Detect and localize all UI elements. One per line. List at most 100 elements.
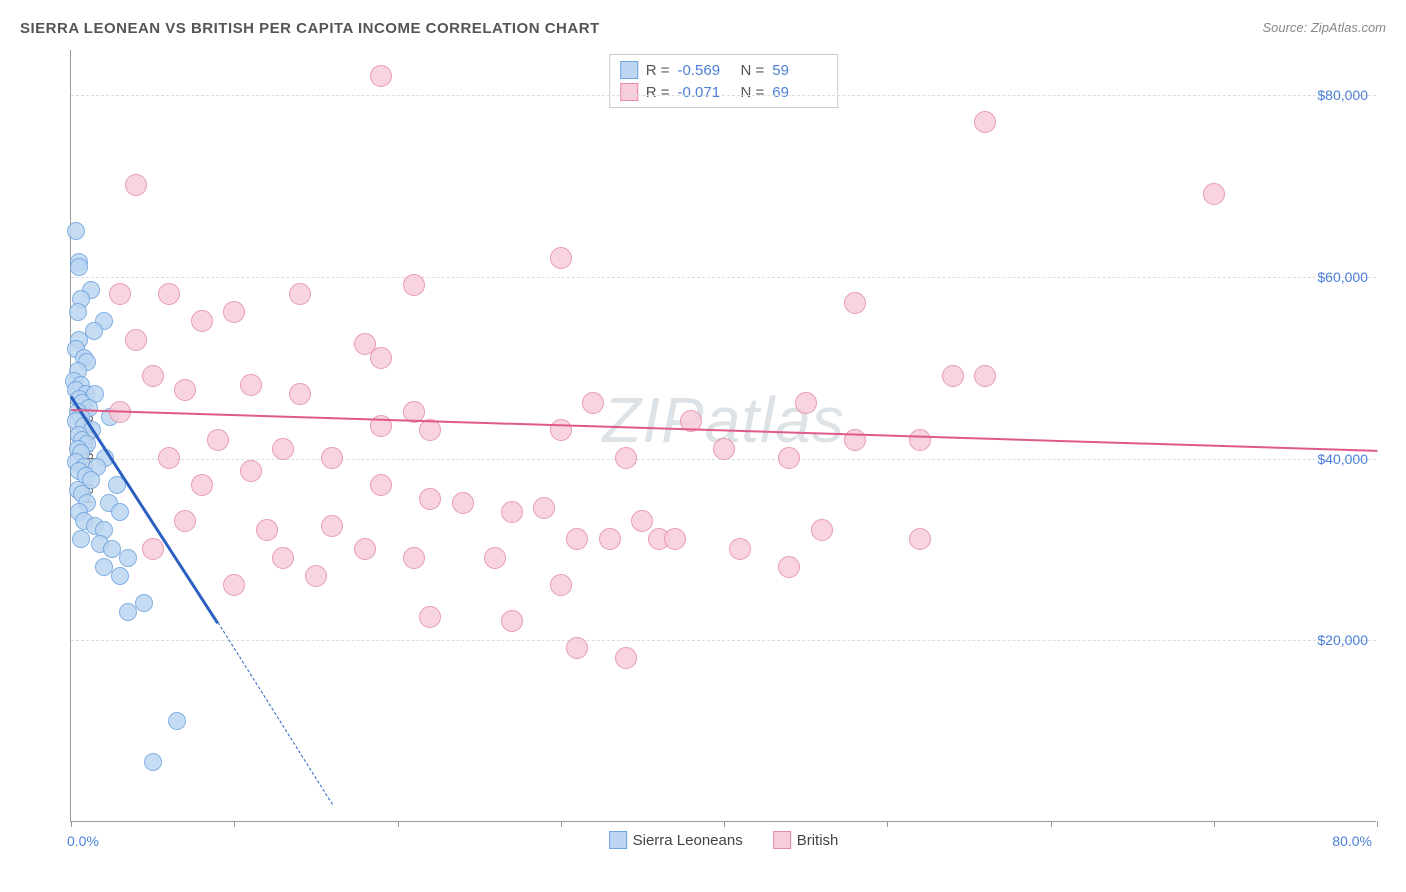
grid-line	[71, 640, 1376, 641]
scatter-point	[256, 519, 278, 541]
r-value: -0.071	[678, 84, 733, 101]
scatter-point	[72, 530, 90, 548]
scatter-point	[67, 222, 85, 240]
legend-stat-row: R = -0.071 N = 69	[620, 81, 828, 103]
legend-stat-row: R =-0.569N =59	[620, 59, 828, 81]
scatter-point	[615, 647, 637, 669]
source-label: Source: ZipAtlas.com	[1262, 20, 1386, 35]
scatter-point	[69, 303, 87, 321]
plot-area: ZIPatlas R =-0.569N =59R =-0.071N =69 0.…	[70, 50, 1376, 822]
x-tick-mark	[1377, 821, 1378, 827]
scatter-point	[289, 383, 311, 405]
scatter-point	[174, 379, 196, 401]
scatter-point	[778, 447, 800, 469]
y-tick-label: $20,000	[1317, 632, 1368, 648]
scatter-point	[909, 528, 931, 550]
scatter-point	[1203, 183, 1225, 205]
scatter-point	[403, 547, 425, 569]
x-tick-mark	[398, 821, 399, 827]
scatter-point	[191, 474, 213, 496]
y-tick-label: $80,000	[1317, 87, 1368, 103]
scatter-point	[272, 438, 294, 460]
scatter-point	[370, 347, 392, 369]
scatter-point	[566, 528, 588, 550]
legend-series-item: Sierra Leoneans	[609, 831, 743, 849]
scatter-point	[631, 510, 653, 532]
x-tick-mark	[234, 821, 235, 827]
scatter-point	[533, 497, 555, 519]
scatter-point	[125, 174, 147, 196]
r-label: R =	[646, 62, 670, 79]
scatter-point	[419, 488, 441, 510]
scatter-point	[240, 374, 262, 396]
scatter-point	[158, 447, 180, 469]
chart-title: SIERRA LEONEAN VS BRITISH PER CAPITA INC…	[20, 20, 1386, 37]
scatter-point	[974, 365, 996, 387]
y-tick-label: $40,000	[1317, 451, 1368, 467]
scatter-point	[599, 528, 621, 550]
scatter-point	[550, 419, 572, 441]
legend-swatch	[609, 831, 627, 849]
legend-swatch	[620, 83, 638, 101]
scatter-point	[272, 547, 294, 569]
scatter-point	[119, 603, 137, 621]
legend-series-item: British	[773, 831, 839, 849]
scatter-point	[354, 538, 376, 560]
x-axis-min-label: 0.0%	[67, 833, 99, 849]
scatter-point	[550, 574, 572, 596]
scatter-point	[223, 301, 245, 323]
r-value: -0.569	[678, 62, 733, 79]
scatter-point	[144, 753, 162, 771]
scatter-point	[191, 310, 213, 332]
scatter-point	[713, 438, 735, 460]
x-tick-mark	[71, 821, 72, 827]
scatter-point	[419, 419, 441, 441]
scatter-point	[370, 474, 392, 496]
chart-container: SIERRA LEONEAN VS BRITISH PER CAPITA INC…	[20, 20, 1386, 872]
grid-line	[71, 277, 1376, 278]
scatter-point	[484, 547, 506, 569]
scatter-point	[778, 556, 800, 578]
legend-series-label: British	[797, 832, 839, 849]
r-label: R =	[646, 84, 670, 101]
scatter-point	[321, 515, 343, 537]
scatter-point	[95, 558, 113, 576]
scatter-point	[403, 274, 425, 296]
scatter-point	[501, 610, 523, 632]
scatter-point	[305, 565, 327, 587]
x-tick-mark	[887, 821, 888, 827]
scatter-point	[974, 111, 996, 133]
grid-line	[71, 95, 1376, 96]
legend-series-label: Sierra Leoneans	[633, 832, 743, 849]
scatter-point	[370, 65, 392, 87]
scatter-point	[119, 549, 137, 567]
scatter-point	[109, 283, 131, 305]
scatter-point	[103, 540, 121, 558]
scatter-point	[168, 712, 186, 730]
x-axis-max-label: 80.0%	[1332, 833, 1372, 849]
n-value: 69	[772, 84, 827, 101]
scatter-point	[207, 429, 229, 451]
x-tick-mark	[724, 821, 725, 827]
scatter-point	[729, 538, 751, 560]
x-tick-mark	[1214, 821, 1215, 827]
scatter-point	[566, 637, 588, 659]
scatter-point	[111, 503, 129, 521]
scatter-point	[111, 567, 129, 585]
scatter-point	[844, 429, 866, 451]
scatter-point	[142, 538, 164, 560]
scatter-point	[615, 447, 637, 469]
y-tick-label: $60,000	[1317, 269, 1368, 285]
scatter-point	[321, 447, 343, 469]
scatter-point	[664, 528, 686, 550]
scatter-point	[223, 574, 245, 596]
trend-line-dashed	[217, 622, 332, 804]
n-label: N =	[741, 84, 765, 101]
scatter-point	[419, 606, 441, 628]
scatter-point	[550, 247, 572, 269]
x-tick-mark	[1051, 821, 1052, 827]
scatter-point	[240, 460, 262, 482]
scatter-point	[844, 292, 866, 314]
scatter-point	[158, 283, 180, 305]
scatter-point	[942, 365, 964, 387]
